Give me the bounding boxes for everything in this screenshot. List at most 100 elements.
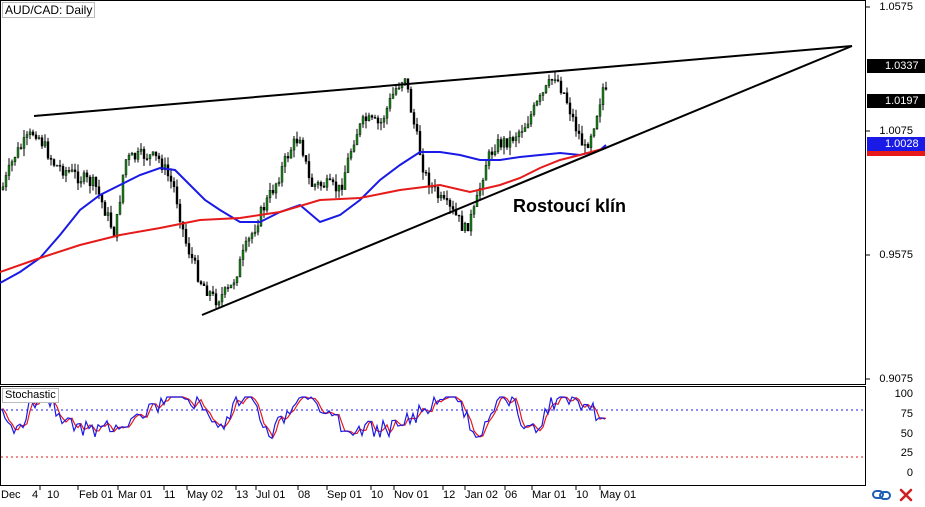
- time-label: 06: [505, 489, 518, 501]
- symbol-title: AUD/CAD: Daily: [2, 2, 96, 18]
- candle-body: [217, 301, 221, 306]
- moving-average-slow-line: [0, 147, 607, 273]
- candle-body: [352, 144, 356, 152]
- candle-body: [427, 172, 431, 188]
- time-label: 08: [298, 489, 311, 501]
- time-label: 10: [371, 489, 384, 501]
- candle-body: [271, 190, 275, 194]
- candle-body: [385, 107, 389, 119]
- candle-body: [178, 203, 182, 223]
- candle-body: [493, 151, 497, 155]
- candle-body: [601, 87, 605, 106]
- price-tag-ma-fast: 1.0028: [867, 137, 925, 151]
- candle-body: [70, 169, 74, 172]
- candle-body: [556, 79, 560, 82]
- candle-body: [202, 283, 206, 286]
- candle-body: [187, 243, 191, 255]
- candle-body: [4, 175, 8, 188]
- candle-body: [82, 172, 86, 182]
- candle-body: [577, 130, 581, 134]
- main-panel-frame: [0, 0, 866, 385]
- candle-body: [394, 88, 398, 95]
- price-label-3: 0.9575: [879, 249, 913, 261]
- candle-body: [88, 176, 92, 187]
- candle-body: [373, 117, 377, 119]
- candle-body: [292, 138, 296, 151]
- candle-body: [160, 158, 164, 170]
- candle-body: [499, 139, 503, 148]
- candle-body: [445, 198, 449, 201]
- candle-body: [508, 137, 512, 148]
- candle-body: [535, 101, 539, 106]
- candle-body: [28, 131, 32, 135]
- candle-body: [280, 166, 284, 183]
- candle-body: [541, 92, 545, 96]
- candle-body: [208, 291, 212, 296]
- candle-body: [58, 165, 62, 167]
- candle-body: [238, 259, 242, 278]
- candle-body: [43, 141, 47, 147]
- candle-body: [223, 287, 227, 295]
- candle-body: [196, 260, 200, 282]
- time-label: May 02: [187, 489, 224, 501]
- candle-body: [37, 137, 41, 139]
- candle-body: [229, 284, 233, 289]
- candle-body: [298, 139, 302, 144]
- candle-body: [355, 134, 359, 146]
- candle-body: [289, 149, 293, 159]
- stoch-level-0: 0: [906, 467, 913, 479]
- candle-body: [424, 172, 428, 174]
- candle-body: [514, 136, 518, 141]
- close-x-icon[interactable]: [899, 488, 913, 502]
- candle-body: [121, 174, 125, 203]
- candle-body: [316, 182, 320, 185]
- candle-body: [190, 253, 194, 259]
- candle-body: [331, 179, 335, 183]
- candle-body: [532, 104, 536, 115]
- candle-body: [325, 178, 329, 188]
- candle-body: [574, 116, 578, 132]
- candle-body: [25, 134, 29, 138]
- candle-body: [193, 257, 197, 261]
- candle-body: [181, 221, 185, 230]
- candle-body: [139, 148, 143, 152]
- candle-body: [538, 95, 542, 102]
- candle-body: [328, 178, 332, 180]
- candle-body: [481, 180, 485, 189]
- candle-body: [61, 166, 65, 176]
- candle-body: [592, 128, 596, 137]
- candle-body: [175, 186, 179, 205]
- candle-body: [262, 207, 266, 211]
- candle-body: [388, 98, 392, 109]
- candle-body: [421, 154, 425, 173]
- candle-body: [172, 181, 176, 188]
- candle-body: [346, 157, 350, 173]
- candle-body: [478, 188, 482, 196]
- candle-body: [466, 223, 470, 232]
- candle-body: [148, 154, 152, 159]
- time-label: 13: [236, 489, 249, 501]
- candle-body: [304, 155, 308, 162]
- link-chain-icon[interactable]: [872, 490, 891, 500]
- candle-body: [571, 113, 575, 118]
- candle-body: [73, 169, 77, 172]
- candle-body: [286, 156, 290, 159]
- time-label: 10: [576, 489, 589, 501]
- candle-body: [550, 79, 554, 81]
- candle-body: [211, 291, 215, 294]
- candle-body: [103, 201, 107, 216]
- candle-body: [163, 164, 167, 170]
- stoch-level-75: 75: [900, 408, 913, 420]
- candle-body: [547, 79, 551, 86]
- time-label: Nov 01: [394, 489, 429, 501]
- time-label: 4: [32, 489, 39, 501]
- candle-body: [133, 152, 137, 160]
- candle-body: [469, 213, 473, 232]
- candle-body: [463, 223, 467, 231]
- candle-body: [244, 240, 248, 251]
- candle-body: [22, 137, 26, 149]
- candle-body: [436, 186, 440, 199]
- upper-wedge-trendline: [33, 45, 853, 117]
- candle-body: [184, 228, 188, 244]
